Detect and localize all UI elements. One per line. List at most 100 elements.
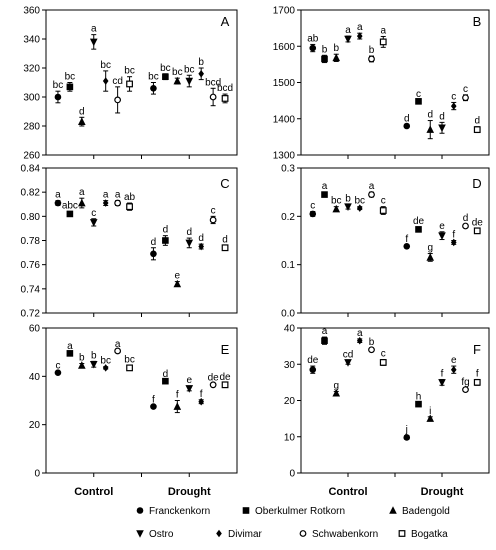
data-point (126, 364, 133, 372)
data-point (102, 77, 109, 85)
y-tick-label: 320 (23, 64, 40, 75)
significance-letter: b (79, 353, 85, 364)
y-tick-label: 300 (23, 93, 40, 104)
significance-letter: c (211, 205, 216, 216)
panel-frame (45, 327, 238, 474)
data-point (78, 198, 86, 207)
legend-marker (216, 529, 222, 538)
significance-letter: e (175, 271, 181, 282)
data-point (209, 381, 217, 389)
data-point (162, 237, 169, 244)
significance-letter: f (152, 394, 155, 405)
significance-letter: d (163, 225, 169, 236)
y-tick-label: 0.2 (281, 212, 295, 223)
y-tick-label: 0.0 (281, 309, 295, 320)
data-point (114, 96, 122, 104)
y-tick-label: 1600 (273, 42, 296, 53)
data-point (321, 55, 328, 63)
legend-marker (398, 530, 406, 537)
data-point (426, 253, 435, 261)
y-tick-label: 360 (23, 6, 40, 17)
data-point (221, 381, 229, 389)
y-tick-label: 0.82 (21, 188, 41, 199)
significance-letter: j (405, 425, 408, 436)
significance-letter: c (55, 361, 60, 372)
significance-letter: b (322, 44, 328, 55)
y-tick-label: 30 (284, 360, 296, 371)
panel-label: A (221, 14, 230, 29)
significance-letter: b (345, 193, 351, 204)
significance-letter: bc (124, 66, 135, 77)
data-point (462, 386, 469, 394)
data-point (332, 53, 341, 62)
significance-letter: a (357, 22, 363, 33)
data-point (102, 199, 109, 207)
significance-letter: f (441, 368, 444, 379)
y-tick-label: 0.80 (21, 212, 41, 223)
panel-label: B (473, 14, 482, 29)
data-point (221, 244, 229, 252)
data-point (368, 191, 375, 198)
significance-letter: bc (331, 196, 342, 207)
significance-letter: b (198, 57, 204, 68)
significance-letter: f (452, 230, 455, 241)
significance-letter: d (427, 110, 433, 121)
significance-letter: a (115, 190, 121, 201)
data-point (356, 336, 363, 345)
significance-letter: cd (343, 350, 354, 361)
data-point (403, 243, 411, 250)
data-point (54, 199, 62, 207)
significance-letter: bc (53, 80, 64, 91)
legend-marker (299, 530, 307, 537)
legend-label: Oberkulmer Rotkorn (255, 506, 345, 517)
significance-letter: a (357, 328, 363, 339)
significance-letter: c (463, 84, 468, 95)
y-tick-label: 0.72 (21, 309, 41, 320)
data-point (198, 242, 204, 251)
significance-letter: e (186, 375, 192, 386)
data-point (185, 385, 194, 393)
x-group-label: Control (74, 486, 113, 498)
y-tick-label: 340 (23, 35, 40, 46)
significance-letter: bc (65, 72, 76, 83)
data-point (150, 85, 157, 92)
data-point (415, 400, 422, 408)
data-point (450, 238, 457, 247)
significance-letter: bc (124, 354, 135, 365)
significance-letter: c (451, 91, 456, 102)
y-tick-label: 0.84 (21, 164, 41, 175)
data-point (209, 216, 217, 224)
y-tick-label: 0.1 (281, 260, 295, 271)
data-point (89, 38, 98, 47)
legend-label: Schwabenkorn (312, 529, 378, 540)
significance-letter: a (103, 190, 109, 201)
x-group-label: Control (328, 486, 367, 498)
data-point (368, 346, 375, 354)
x-group-label: Drought (421, 486, 464, 498)
legend-marker (389, 506, 397, 514)
data-point (89, 219, 98, 227)
significance-letter: de (307, 355, 319, 366)
legend-marker (136, 530, 144, 538)
data-point (473, 227, 481, 235)
y-tick-label: 0.74 (21, 284, 41, 295)
data-point (379, 207, 387, 214)
significance-letter: de (413, 216, 425, 227)
y-tick-label: 280 (23, 122, 40, 133)
x-group-label: Drought (168, 486, 211, 498)
data-point (54, 93, 62, 101)
legend-marker (136, 507, 144, 514)
significance-letter: a (67, 341, 73, 352)
significance-letter: de (208, 373, 220, 384)
significance-letter: e (451, 355, 457, 366)
panel-frame (300, 327, 490, 474)
panel-frame (300, 167, 490, 314)
significance-letter: ab (307, 33, 319, 44)
data-point (403, 122, 411, 130)
significance-letter: d (163, 369, 169, 380)
significance-letter: bc (160, 63, 171, 74)
data-point (78, 361, 86, 369)
significance-letter: f (200, 389, 203, 400)
significance-letter: i (429, 406, 431, 417)
data-point (415, 98, 422, 105)
